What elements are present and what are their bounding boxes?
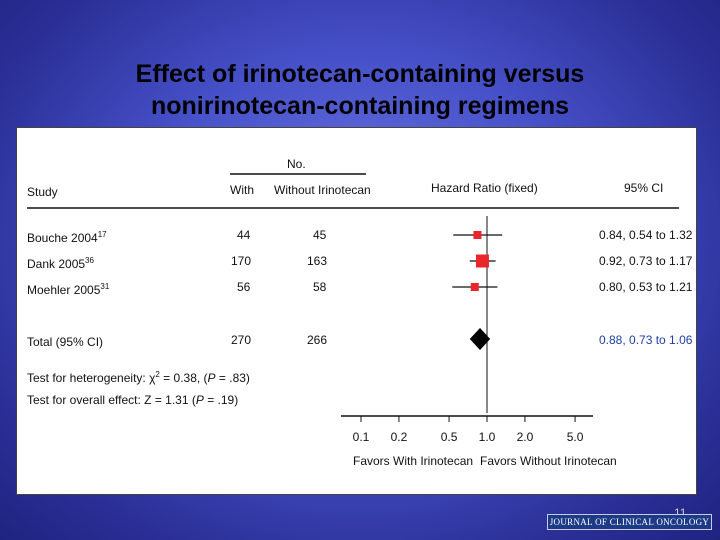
total-name: Total (95% CI) (27, 335, 103, 349)
x-axis-tick-label: 2.0 (517, 430, 534, 444)
study-with: 170 (231, 254, 251, 268)
study-name: Bouche 200417 (27, 230, 107, 245)
journal-logo: JOURNAL OF CLINICAL ONCOLOGY (547, 514, 712, 530)
study-name: Moehler 200531 (27, 282, 110, 297)
axis-left-label: Favors With Irinotecan (353, 454, 473, 468)
total-diamond (469, 328, 491, 350)
hazard-ratio-point (475, 254, 489, 268)
header-no: No. (287, 157, 306, 171)
study-row-bouche: Bouche 200417 44 45 0.84, 0.54 to 1.32 (27, 228, 693, 245)
x-axis-tick-label: 5.0 (567, 430, 584, 444)
total-ci: 0.88, 0.73 to 1.06 (599, 333, 693, 347)
x-axis-tick-label: 0.2 (391, 430, 408, 444)
axis-right-label: Favors Without Irinotecan (480, 454, 617, 468)
total-with: 270 (231, 333, 251, 347)
header-without: Without Irinotecan (274, 183, 371, 197)
study-ci: 0.80, 0.53 to 1.21 (599, 280, 693, 294)
hazard-ratio-point (473, 231, 482, 239)
study-with: 56 (237, 280, 251, 294)
forest-plot-figure: No. Study With Without Irinotecan Hazard… (16, 127, 697, 495)
study-without: 45 (313, 228, 327, 242)
x-axis-tick-label: 0.1 (353, 430, 370, 444)
study-with: 44 (237, 228, 251, 242)
study-ci: 0.92, 0.73 to 1.17 (599, 254, 693, 268)
header-with: With (230, 183, 254, 197)
header-ci: 95% CI (624, 181, 663, 195)
title-line-2: nonirinotecan-containing regimens (150, 92, 570, 120)
study-name: Dank 200536 (27, 256, 94, 271)
study-without: 163 (307, 254, 327, 268)
hazard-ratio-markers (452, 231, 503, 350)
study-without: 58 (313, 280, 327, 294)
total-row: Total (95% CI) 270 266 0.88, 0.73 to 1.0… (27, 333, 693, 349)
study-ci: 0.84, 0.54 to 1.32 (599, 228, 693, 242)
x-axis-tick-label: 0.5 (441, 430, 458, 444)
header-study: Study (27, 185, 58, 199)
x-axis-tick-label: 1.0 (479, 430, 496, 444)
slide-title: Effect of irinotecan-containing versus n… (0, 58, 720, 122)
test-overall: Test for overall effect: Z = 1.31 (P = .… (27, 393, 238, 407)
test-heterogeneity: Test for heterogeneity: χ2 = 0.38, (P = … (27, 370, 250, 385)
study-row-moehler: Moehler 200531 56 58 0.80, 0.53 to 1.21 (27, 280, 693, 297)
header-hazard-ratio: Hazard Ratio (fixed) (431, 181, 538, 195)
hazard-ratio-point (470, 283, 479, 291)
study-row-dank: Dank 200536 170 163 0.92, 0.73 to 1.17 (27, 254, 693, 271)
x-axis-ticks: 0.1 0.2 0.5 1.0 2.0 5.0 (353, 416, 584, 444)
forest-plot: No. Study With Without Irinotecan Hazard… (27, 157, 693, 468)
title-line-1: Effect of irinotecan-containing versus (135, 60, 585, 88)
total-without: 266 (307, 333, 327, 347)
